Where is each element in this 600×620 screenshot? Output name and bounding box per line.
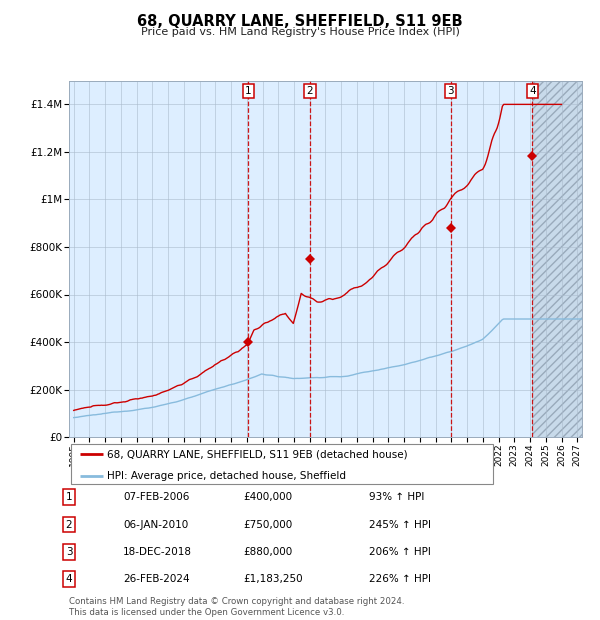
Text: 1: 1 bbox=[245, 86, 251, 96]
Text: 1: 1 bbox=[65, 492, 73, 502]
Text: £750,000: £750,000 bbox=[243, 520, 292, 529]
Text: 245% ↑ HPI: 245% ↑ HPI bbox=[369, 520, 431, 529]
Text: 68, QUARRY LANE, SHEFFIELD, S11 9EB: 68, QUARRY LANE, SHEFFIELD, S11 9EB bbox=[137, 14, 463, 29]
Text: 06-JAN-2010: 06-JAN-2010 bbox=[123, 520, 188, 529]
Text: HPI: Average price, detached house, Sheffield: HPI: Average price, detached house, Shef… bbox=[107, 471, 346, 480]
Text: 2: 2 bbox=[307, 86, 313, 96]
Text: 206% ↑ HPI: 206% ↑ HPI bbox=[369, 547, 431, 557]
Text: 4: 4 bbox=[65, 574, 73, 584]
Text: 07-FEB-2006: 07-FEB-2006 bbox=[123, 492, 190, 502]
Text: 3: 3 bbox=[448, 86, 454, 96]
Bar bbox=[532, 81, 582, 437]
Text: 4: 4 bbox=[529, 86, 536, 96]
Text: £880,000: £880,000 bbox=[243, 547, 292, 557]
Text: 26-FEB-2024: 26-FEB-2024 bbox=[123, 574, 190, 584]
Text: 68, QUARRY LANE, SHEFFIELD, S11 9EB (detached house): 68, QUARRY LANE, SHEFFIELD, S11 9EB (det… bbox=[107, 449, 408, 459]
Text: 93% ↑ HPI: 93% ↑ HPI bbox=[369, 492, 424, 502]
Text: 226% ↑ HPI: 226% ↑ HPI bbox=[369, 574, 431, 584]
Text: £400,000: £400,000 bbox=[243, 492, 292, 502]
Text: £1,183,250: £1,183,250 bbox=[243, 574, 302, 584]
FancyBboxPatch shape bbox=[71, 445, 493, 484]
Text: 3: 3 bbox=[65, 547, 73, 557]
Text: 18-DEC-2018: 18-DEC-2018 bbox=[123, 547, 192, 557]
Text: Contains HM Land Registry data © Crown copyright and database right 2024.
This d: Contains HM Land Registry data © Crown c… bbox=[69, 598, 404, 617]
Text: Price paid vs. HM Land Registry's House Price Index (HPI): Price paid vs. HM Land Registry's House … bbox=[140, 27, 460, 37]
Text: 2: 2 bbox=[65, 520, 73, 529]
